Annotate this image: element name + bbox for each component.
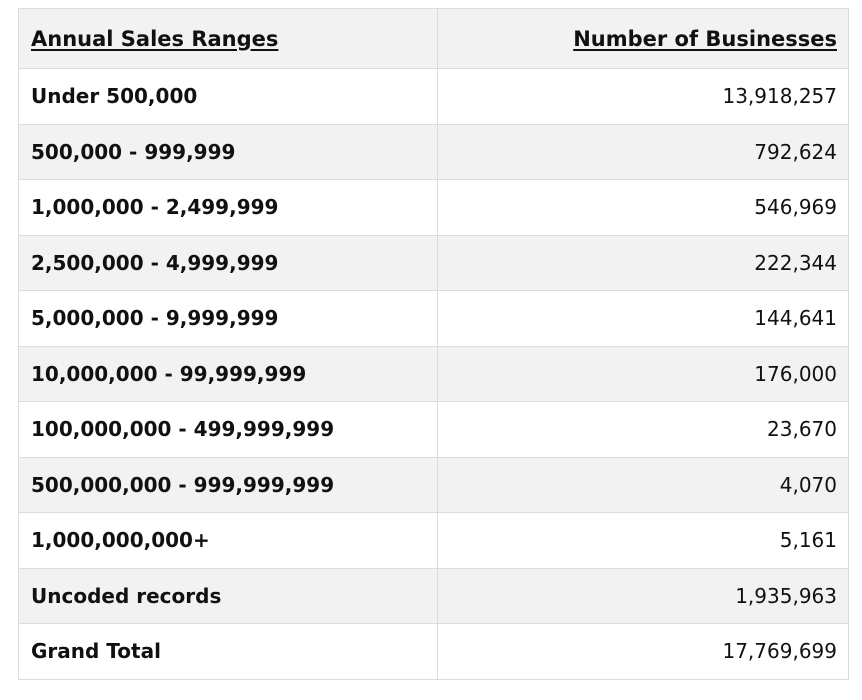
- table-body: Under 500,000 13,918,257 500,000 - 999,9…: [18, 68, 849, 680]
- table-row: 5,000,000 - 9,999,999 144,641: [18, 290, 849, 347]
- table-row: 2,500,000 - 4,999,999 222,344: [18, 234, 849, 291]
- grand-total-label: Grand Total: [18, 623, 438, 680]
- row-range-label: 5,000,000 - 9,999,999: [18, 290, 438, 347]
- row-business-count: 4,070: [437, 456, 849, 513]
- table-header: Annual Sales Ranges Number of Businesses: [18, 8, 849, 69]
- table-row: 10,000,000 - 99,999,999 176,000: [18, 345, 849, 402]
- row-business-count: 13,918,257: [437, 68, 849, 125]
- row-range-label: 500,000,000 - 999,999,999: [18, 456, 438, 513]
- row-business-count: 5,161: [437, 512, 849, 569]
- row-business-count: 792,624: [437, 123, 849, 180]
- row-range-label: 1,000,000 - 2,499,999: [18, 179, 438, 236]
- row-range-label: 500,000 - 999,999: [18, 123, 438, 180]
- row-range-label: Uncoded records: [18, 567, 438, 624]
- row-range-label: 1,000,000,000+: [18, 512, 438, 569]
- table-row: 1,000,000,000+ 5,161: [18, 512, 849, 569]
- table-row: 100,000,000 - 499,999,999 23,670: [18, 401, 849, 458]
- row-range-label: 100,000,000 - 499,999,999: [18, 401, 438, 458]
- row-range-label: Under 500,000: [18, 68, 438, 125]
- table-row: 500,000,000 - 999,999,999 4,070: [18, 456, 849, 513]
- table-row-grand-total: Grand Total 17,769,699: [18, 623, 849, 680]
- row-business-count: 222,344: [437, 234, 849, 291]
- table-row: Under 500,000 13,918,257: [18, 68, 849, 125]
- sales-ranges-table: Annual Sales Ranges Number of Businesses…: [18, 8, 849, 680]
- row-business-count: 546,969: [437, 179, 849, 236]
- table-row: 500,000 - 999,999 792,624: [18, 123, 849, 180]
- header-number-of-businesses: Number of Businesses: [437, 8, 849, 69]
- header-row: Annual Sales Ranges Number of Businesses: [18, 8, 849, 69]
- row-range-label: 10,000,000 - 99,999,999: [18, 345, 438, 402]
- grand-total-count: 17,769,699: [437, 623, 849, 680]
- sales-table-container: Annual Sales Ranges Number of Businesses…: [18, 8, 849, 680]
- row-business-count: 1,935,963: [437, 567, 849, 624]
- table-row: 1,000,000 - 2,499,999 546,969: [18, 179, 849, 236]
- row-business-count: 144,641: [437, 290, 849, 347]
- row-business-count: 23,670: [437, 401, 849, 458]
- table-row: Uncoded records 1,935,963: [18, 567, 849, 624]
- header-annual-sales-ranges: Annual Sales Ranges: [18, 8, 438, 69]
- row-range-label: 2,500,000 - 4,999,999: [18, 234, 438, 291]
- row-business-count: 176,000: [437, 345, 849, 402]
